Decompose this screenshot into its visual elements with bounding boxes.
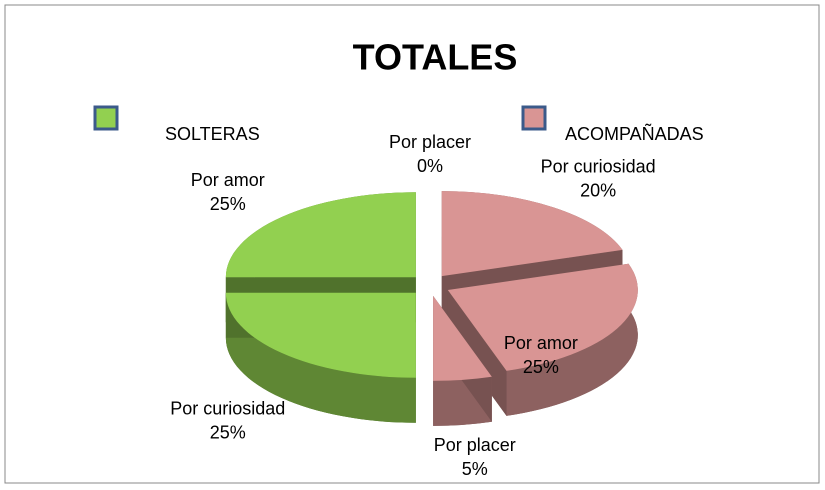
slice-group: Por placer 5% [433,295,516,479]
legend-label: ACOMPAÑADAS [565,123,704,144]
slice-label: Por amor [504,333,578,353]
slice-value-label: 25% [523,357,559,377]
slice-side [225,292,416,423]
slice-label: Por curiosidad [170,399,285,419]
chart-title: TOTALES [353,37,518,78]
legend-swatch [93,105,119,131]
legend-swatch [521,105,547,131]
slice-label: Por placer [434,435,516,455]
slice-side [447,289,507,416]
slice-side [506,263,638,416]
slice-group: Por placer 0% [389,132,471,176]
slice [225,192,416,278]
slice [433,295,492,381]
slice-label: Por curiosidad [541,157,656,177]
slice-value-label: 20% [580,181,616,201]
slice [225,292,416,378]
legend-label: SOLTERAS [165,124,260,144]
slice [441,191,623,277]
slice-label: Por amor [191,170,265,190]
slice [447,263,638,371]
slice-group: Por amor 25% [447,263,638,416]
slice-value-label: 0% [417,156,443,176]
slice-value-label: 25% [210,194,246,214]
slice-value-label: 5% [462,459,488,479]
slice-group: Por curiosidad 25% [170,292,416,443]
slice-label: Por placer [389,132,471,152]
slice-value-label: 25% [210,423,246,443]
